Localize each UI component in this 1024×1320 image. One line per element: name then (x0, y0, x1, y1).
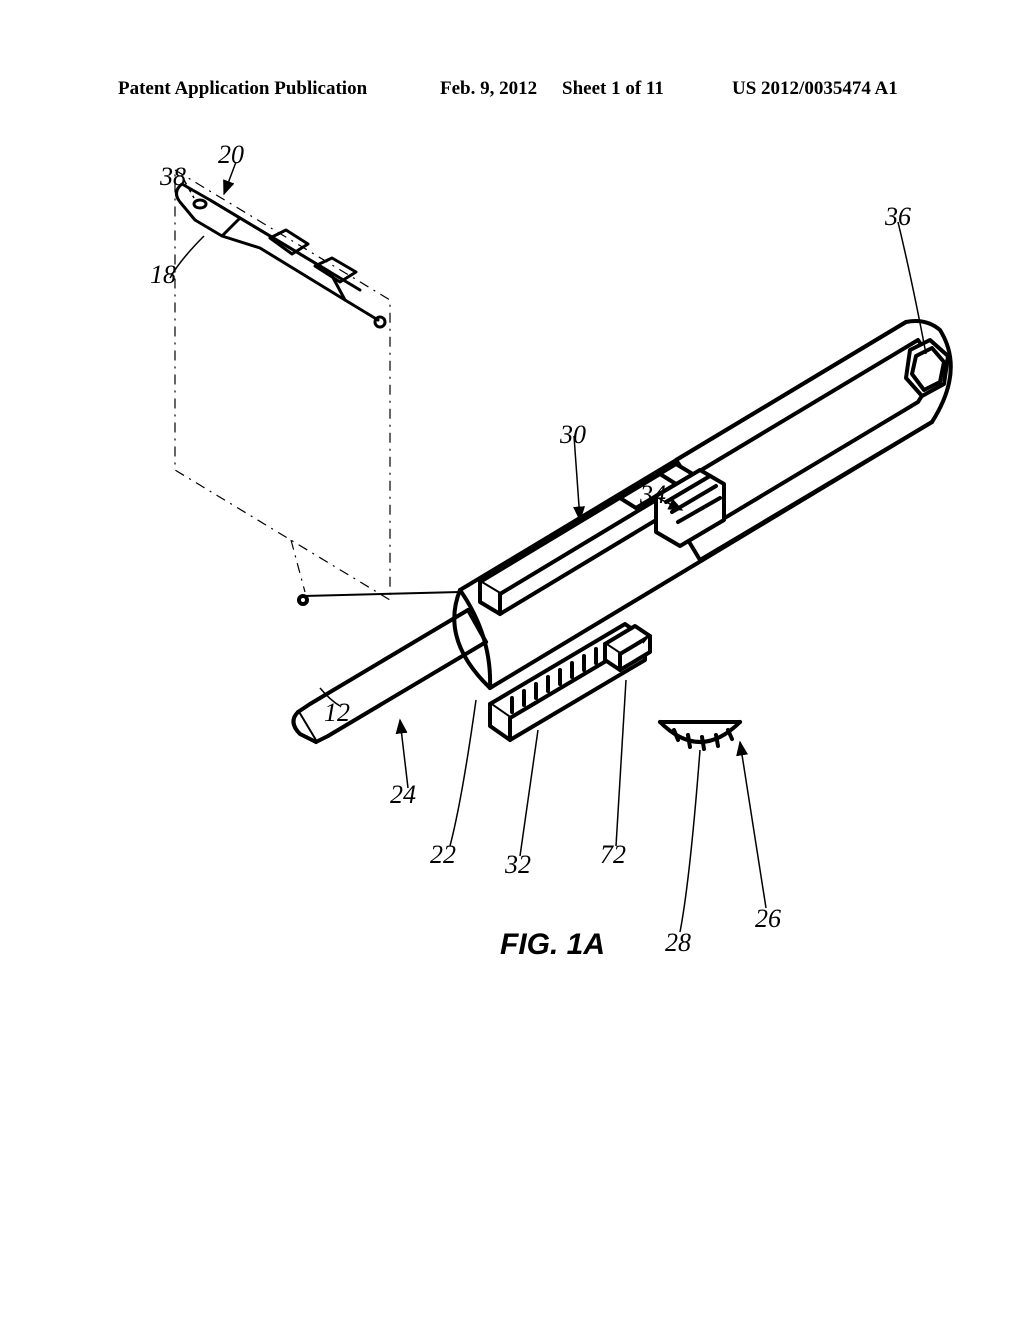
figure-label: FIG. 1A (500, 928, 605, 962)
ref-12: 12 (324, 698, 350, 728)
ref-34: 34 (640, 480, 666, 510)
ref-26: 26 (755, 904, 781, 934)
ref-30: 30 (560, 420, 586, 450)
ref-28: 28 (665, 928, 691, 958)
ref-32: 32 (505, 850, 531, 880)
ref-38: 38 (160, 162, 186, 192)
ref-18: 18 (150, 260, 176, 290)
ref-20: 20 (218, 140, 244, 170)
ref-72: 72 (600, 840, 626, 870)
figure-area: FIG. 1A 38 20 18 12 24 22 32 72 28 26 30… (60, 140, 964, 1240)
ref-36: 36 (885, 202, 911, 232)
page: Patent Application Publication Feb. 9, 2… (0, 0, 1024, 1320)
ref-24: 24 (390, 780, 416, 810)
publication-date: Feb. 9, 2012 (440, 78, 537, 100)
publication-type: Patent Application Publication (118, 78, 367, 100)
sheet-info: Sheet 1 of 11 (562, 78, 664, 100)
publication-number: US 2012/0035474 A1 (732, 78, 898, 100)
device-drawing (60, 140, 964, 1040)
ref-22: 22 (430, 840, 456, 870)
